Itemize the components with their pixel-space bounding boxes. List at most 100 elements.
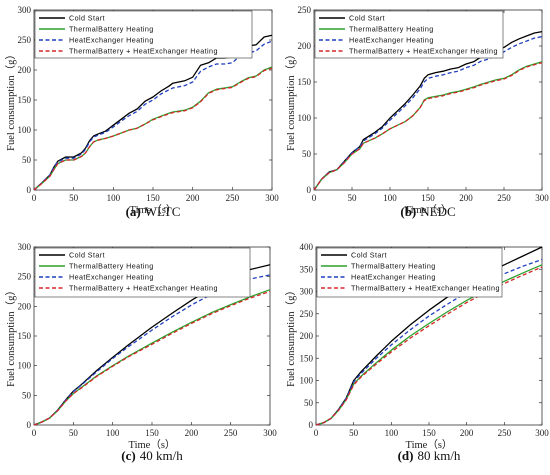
legend-label-4: ThermalBattery + HeatExchanger Heating <box>349 47 498 56</box>
x-axis-label: Time（s） <box>405 204 452 216</box>
x-tick-label: 50 <box>69 428 79 438</box>
x-tick-label: 0 <box>312 193 317 203</box>
x-tick-label: 50 <box>69 193 79 203</box>
x-tick-label: 300 <box>535 428 549 438</box>
legend-label-4: ThermalBattery + HeatExchanger Heating <box>351 284 500 293</box>
y-tick-label: 100 <box>298 113 312 123</box>
legend: Cold Start ThermalBattery Heating HeatExch… <box>34 247 251 298</box>
x-tick-label: 100 <box>385 428 399 438</box>
y-tick-label: 150 <box>18 95 32 105</box>
legend-box <box>34 247 251 298</box>
y-tick-label: 400 <box>300 242 314 252</box>
caption-letter: (c) <box>121 448 135 463</box>
y-tick-label: 250 <box>298 5 312 15</box>
x-tick-label: 250 <box>497 193 511 203</box>
y-tick-label: 200 <box>18 65 32 75</box>
legend-box <box>314 10 504 59</box>
x-tick-label: 0 <box>32 193 37 203</box>
x-axis-label: Time（s） <box>129 439 176 451</box>
series-line-3 <box>33 40 273 191</box>
series-line-4 <box>315 266 543 426</box>
y-tick-label: 50 <box>22 155 32 165</box>
x-tick-label: 50 <box>349 428 359 438</box>
y-tick-label: 100 <box>18 361 32 371</box>
panel-caption: (a) WLTC <box>126 204 181 219</box>
legend-label-3: HeatExchanger Heating <box>69 36 154 45</box>
x-tick-label: 0 <box>32 428 37 438</box>
legend-label-4: ThermalBattery + HeatExchanger Heating <box>69 47 218 56</box>
legend-label-4: ThermalBattery + HeatExchanger Heating <box>69 284 218 293</box>
y-axis-label: Fuel consumption（g） <box>5 285 17 387</box>
legend-label-2: ThermalBattery Heating <box>351 262 436 271</box>
x-axis-label: Time（s） <box>130 204 177 216</box>
series-line-4 <box>33 290 271 426</box>
caption-letter: (d) <box>398 448 414 463</box>
series-line-4 <box>33 67 273 191</box>
y-tick-label: 0 <box>27 185 32 195</box>
legend-label-1: Cold Start <box>69 251 105 260</box>
y-tick-label: 0 <box>309 420 314 430</box>
x-tick-label: 150 <box>146 193 160 203</box>
x-tick-label: 200 <box>186 193 200 203</box>
caption-text: NEDC <box>420 204 455 219</box>
y-tick-label: 100 <box>300 376 314 386</box>
x-tick-label: 150 <box>421 193 435 203</box>
y-tick-label: 150 <box>300 353 314 363</box>
caption-letter: (b) <box>400 204 416 219</box>
x-tick-label: 100 <box>106 428 120 438</box>
series-line-4 <box>313 61 543 191</box>
y-tick-label: 250 <box>300 309 314 319</box>
y-tick-label: 100 <box>18 125 32 135</box>
x-tick-label: 50 <box>348 193 358 203</box>
y-axis-label: Fuel consumption（g） <box>285 285 297 387</box>
y-tick-label: 350 <box>300 264 314 274</box>
y-tick-label: 50 <box>304 398 314 408</box>
x-tick-label: 200 <box>459 193 473 203</box>
y-tick-label: 300 <box>18 5 32 15</box>
series-line-3 <box>315 258 543 426</box>
legend: Cold Start ThermalBattery Heating HeatExch… <box>34 10 253 59</box>
y-axis-label: Fuel consumption（g） <box>285 49 297 151</box>
y-tick-label: 200 <box>18 301 32 311</box>
x-tick-label: 300 <box>265 193 279 203</box>
y-tick-label: 250 <box>18 272 32 282</box>
y-tick-label: 300 <box>18 242 32 252</box>
panel-caption: (c) 40 km/h <box>121 448 183 463</box>
x-tick-label: 100 <box>107 193 121 203</box>
x-tick-label: 250 <box>224 428 238 438</box>
y-tick-label: 50 <box>22 390 32 400</box>
y-axis-label: Fuel consumption（g） <box>5 49 17 151</box>
legend-box <box>316 247 503 298</box>
caption-text: 80 km/h <box>417 448 460 463</box>
legend-label-2: ThermalBattery Heating <box>349 25 434 34</box>
x-tick-label: 200 <box>185 428 199 438</box>
x-tick-label: 150 <box>145 428 159 438</box>
x-tick-label: 250 <box>498 428 512 438</box>
y-tick-label: 150 <box>298 77 312 87</box>
y-tick-label: 300 <box>300 287 314 297</box>
legend: Cold Start ThermalBattery Heating HeatExch… <box>316 247 503 298</box>
y-tick-label: 0 <box>27 420 32 430</box>
x-axis-label: Time（s） <box>406 439 453 451</box>
legend-label-1: Cold Start <box>349 14 385 23</box>
legend-label-3: HeatExchanger Heating <box>69 273 154 282</box>
legend-label-2: ThermalBattery Heating <box>69 262 154 271</box>
y-tick-label: 250 <box>18 35 32 45</box>
y-tick-label: 200 <box>300 331 314 341</box>
legend-label-2: ThermalBattery Heating <box>69 25 154 34</box>
panel-caption: (b) NEDC <box>400 204 455 219</box>
y-tick-label: 0 <box>307 185 312 195</box>
legend-label-3: HeatExchanger Heating <box>351 273 436 282</box>
x-tick-label: 300 <box>263 428 277 438</box>
legend: Cold Start ThermalBattery Heating HeatExch… <box>314 10 504 59</box>
chart-panel-3: 0 50 100 150 200 250 300 0 50 100 150 200 250 300 Time… <box>5 242 277 463</box>
x-tick-label: 200 <box>460 428 474 438</box>
caption-text: WLTC <box>145 204 181 219</box>
x-tick-label: 100 <box>383 193 397 203</box>
chart-panel-1: 0 50 100 150 200 250 300 0 50 100 150 200 250 300 Time… <box>5 5 279 219</box>
y-tick-label: 200 <box>298 41 312 51</box>
x-tick-label: 250 <box>226 193 240 203</box>
panel-caption: (d) 80 km/h <box>398 448 461 463</box>
caption-text: 40 km/h <box>140 448 183 463</box>
y-tick-label: 150 <box>18 331 32 341</box>
